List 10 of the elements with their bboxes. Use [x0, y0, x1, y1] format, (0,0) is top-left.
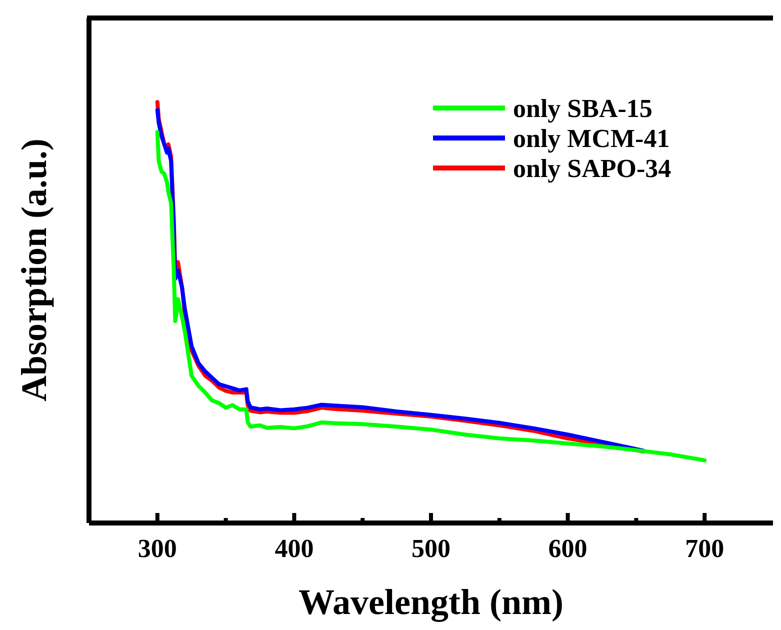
x-tick-label: 500: [412, 534, 450, 563]
x-tick-label: 700: [685, 534, 724, 563]
y-axis-title: Absorption (a.u.): [14, 138, 54, 402]
x-axis-title: Wavelength (nm): [298, 582, 564, 622]
legend-label: only MCM-41: [513, 124, 670, 153]
x-tick-label: 400: [274, 534, 314, 563]
legend-label: only SBA-15: [513, 94, 652, 123]
legend-label: only SAPO-34: [513, 154, 672, 183]
x-tick-label: 300: [138, 534, 177, 563]
x-tick-label: 600: [548, 534, 588, 563]
